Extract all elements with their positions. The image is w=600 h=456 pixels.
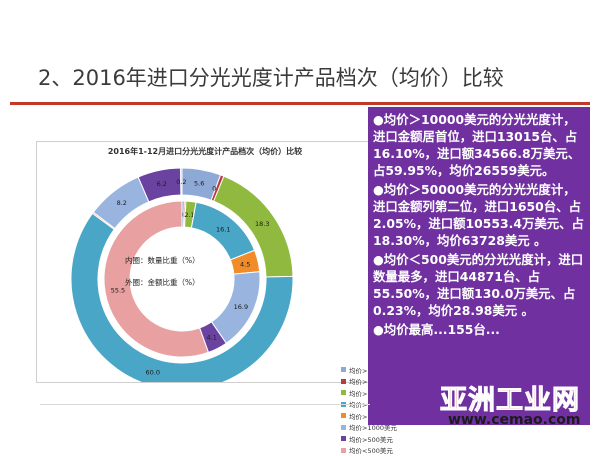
slice-value-label: 4.5 (240, 260, 250, 268)
slice-value-label: 5.6 (194, 180, 204, 188)
note-item: ●均价＜500美元的分光光度计，进口数量最多，进口44871台、占55.50%，… (373, 251, 586, 319)
legend-label: 均价>500美元 (349, 434, 393, 444)
slice-value-label: 60.0 (146, 369, 160, 377)
donut-chart: 0.50.32.116.14.516.94.155.55.60.518.360.… (37, 142, 373, 382)
legend-swatch (341, 436, 346, 441)
footer-divider (40, 404, 370, 405)
legend-swatch (341, 390, 346, 395)
slice-value-label: 6.2 (157, 180, 167, 188)
title-divider (10, 102, 590, 105)
slice-value-label: 8.2 (117, 199, 127, 207)
outer-ring-note: 外圈：金额比重（%） (125, 277, 200, 288)
legend-swatch (341, 367, 346, 372)
note-item: ●均价＞50000美元的分光光度计，进口金额列第二位，进口1650台、占2.05… (373, 181, 586, 249)
legend-label: 均价<500美元 (349, 445, 393, 455)
inner-ring-note: 内圈：数量比重（%） (125, 255, 200, 266)
legend-swatch (341, 425, 346, 430)
slice-value-label: 18.3 (255, 220, 269, 228)
legend-swatch (341, 379, 346, 384)
legend-swatch (341, 413, 346, 418)
slice-value-label: 55.5 (111, 287, 125, 295)
slice-value-label: 4.1 (207, 333, 217, 341)
watermark-url: www.cemao.com (448, 412, 581, 428)
slice-value-label: 0.2 (176, 178, 186, 186)
slice-value-label: 16.9 (234, 303, 248, 311)
legend-item: 均价>500美元 (341, 433, 405, 445)
note-item: ●均价最高...155台... (373, 321, 586, 338)
chart-title: 2016年1-12月进口分光光度计产品档次（均价）比较 (37, 146, 373, 157)
note-item: ●均价＞10000美元的分光光度计，进口金额居首位，进口13015台、占16.1… (373, 111, 586, 179)
slide-title: 2、2016年进口分光光度计产品档次（均价）比较 (38, 62, 504, 92)
legend-item: 均价<500美元 (341, 445, 405, 456)
slice-value-label: 16.1 (216, 225, 230, 233)
legend-swatch (341, 448, 346, 453)
